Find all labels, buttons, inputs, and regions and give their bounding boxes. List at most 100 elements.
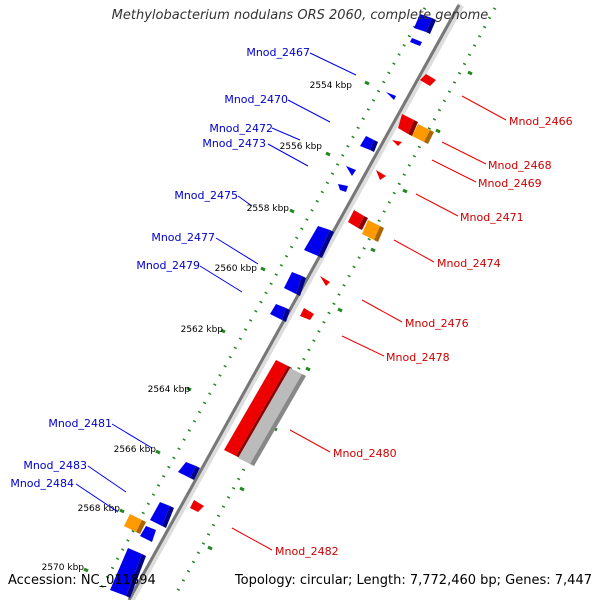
leader-line: [215, 237, 259, 265]
major-tick: [402, 188, 408, 194]
leader-line: [441, 141, 487, 165]
gene-arrow-minus: [338, 184, 348, 192]
leader-line: [87, 465, 127, 493]
gene-arrow-minus: [414, 14, 432, 32]
gene-label-plus[interactable]: Mnod_2478: [386, 351, 450, 364]
major-tick: [119, 508, 125, 514]
rna-gene: [412, 124, 430, 142]
kbp-label: 2560 kbp: [215, 264, 258, 274]
gene-label-plus[interactable]: Mnod_2482: [275, 545, 339, 558]
kbp-label: 2564 kbp: [148, 385, 191, 395]
topology-label: Topology: circular; Length: 7,772,460 bp…: [234, 573, 592, 588]
kbp-label: 2556 kbp: [280, 142, 323, 152]
gene-label-minus[interactable]: Mnod_2467: [246, 46, 310, 59]
major-tick: [186, 386, 192, 392]
gene-arrow-minus-side: [190, 466, 200, 480]
gene-arrow-minus: [410, 38, 422, 46]
leader-line: [361, 299, 403, 323]
gene-arrow-minus: [360, 136, 374, 150]
gene-arrow-minus: [346, 166, 356, 176]
gene-arrow-minus-side: [282, 308, 290, 322]
leader-line: [237, 195, 253, 207]
gene-label-minus[interactable]: Mnod_2475: [174, 189, 238, 202]
gene-arrow-minus: [270, 304, 286, 320]
major-tick: [435, 128, 441, 134]
gene-label-plus[interactable]: Mnod_2476: [405, 317, 469, 330]
leader-line: [75, 483, 119, 513]
backbone: [127, 3, 465, 600]
backbone-shadow: [127, 3, 465, 600]
major-tick: [370, 247, 376, 253]
gene-arrow-minus-side: [126, 554, 146, 598]
major-tick: [289, 208, 295, 214]
genome-title: Methylobacterium nodulans ORS 2060, comp…: [111, 8, 489, 23]
major-tick: [325, 151, 331, 157]
gene-arrow-plus: [320, 276, 330, 286]
gene-label-minus[interactable]: Mnod_2484: [10, 477, 74, 490]
kbp-label: 2554 kbp: [310, 81, 353, 91]
rna-gene-side: [136, 520, 146, 534]
gene-label-minus[interactable]: Mnod_2477: [151, 231, 215, 244]
gene-label-minus[interactable]: Mnod_2481: [48, 417, 112, 430]
gene-label-plus[interactable]: Mnod_2471: [460, 211, 524, 224]
rna-gene: [124, 514, 142, 532]
gene-label-minus[interactable]: Mnod_2473: [202, 137, 266, 150]
gene-arrow-plus: [348, 210, 364, 228]
left-leader-lines: [75, 52, 357, 513]
leader-line: [431, 159, 477, 183]
kbp-label: 2562 kbp: [181, 325, 224, 335]
leader-line: [231, 527, 273, 551]
pseudo-gene: [238, 368, 302, 464]
kbp-major-ticks: [83, 70, 473, 573]
leader-line: [341, 335, 385, 357]
minus-strand-genes: [110, 14, 436, 598]
gene-arrow-plus: [376, 170, 386, 180]
gene-arrow-minus-side: [426, 18, 436, 34]
pseudo-gene-side: [250, 374, 306, 466]
leader-line: [267, 143, 309, 167]
rna-gene-side: [374, 226, 384, 242]
gene-arrow-plus-side: [358, 216, 368, 230]
leader-line: [309, 52, 357, 76]
major-tick: [305, 366, 311, 372]
gene-arrow-plus-side: [408, 120, 418, 136]
major-tick: [260, 266, 266, 272]
major-tick: [467, 70, 473, 76]
gene-arrow-minus-side: [296, 276, 306, 296]
gene-arrow-minus-side: [162, 506, 174, 528]
gene-arrow-minus: [178, 462, 196, 478]
gene-label-minus[interactable]: Mnod_2479: [136, 259, 200, 272]
left-gene-labels: Mnod_2467 Mnod_2470 Mnod_2472 Mnod_2473 …: [10, 46, 310, 490]
gene-arrow-minus: [140, 526, 156, 542]
gene-label-plus[interactable]: Mnod_2480: [333, 447, 397, 460]
major-tick: [364, 80, 370, 86]
backbone-line: [127, 4, 461, 600]
gene-label-plus[interactable]: Mnod_2466: [509, 115, 573, 128]
gene-arrow-minus: [110, 548, 142, 596]
gene-arrow-minus: [304, 226, 330, 256]
kbp-label: 2570 kbp: [42, 563, 85, 573]
leader-line: [289, 429, 331, 453]
leader-line: [461, 95, 507, 121]
leader-line: [287, 99, 331, 123]
gene-label-plus[interactable]: Mnod_2469: [478, 177, 542, 190]
gene-label-plus[interactable]: Mnod_2468: [488, 159, 552, 172]
major-tick: [337, 307, 343, 313]
gene-label-minus[interactable]: Mnod_2483: [23, 459, 87, 472]
gene-arrow-minus: [284, 272, 302, 294]
gene-label-minus[interactable]: Mnod_2472: [209, 122, 273, 135]
kbp-label: 2568 kbp: [78, 504, 121, 514]
gene-arrow-plus: [190, 500, 204, 512]
gene-arrow-plus: [300, 308, 314, 320]
gene-arrow-minus-side: [370, 140, 378, 152]
plus-strand-genes: [190, 74, 436, 512]
gene-label-plus[interactable]: Mnod_2474: [437, 257, 501, 270]
gene-arrow-minus: [150, 502, 170, 526]
leader-line: [199, 265, 243, 293]
major-tick: [83, 567, 89, 573]
gene-label-minus[interactable]: Mnod_2470: [224, 93, 288, 106]
rna-genes: [124, 124, 434, 534]
right-leader-lines: [231, 95, 507, 551]
rna-gene-side: [424, 130, 434, 144]
